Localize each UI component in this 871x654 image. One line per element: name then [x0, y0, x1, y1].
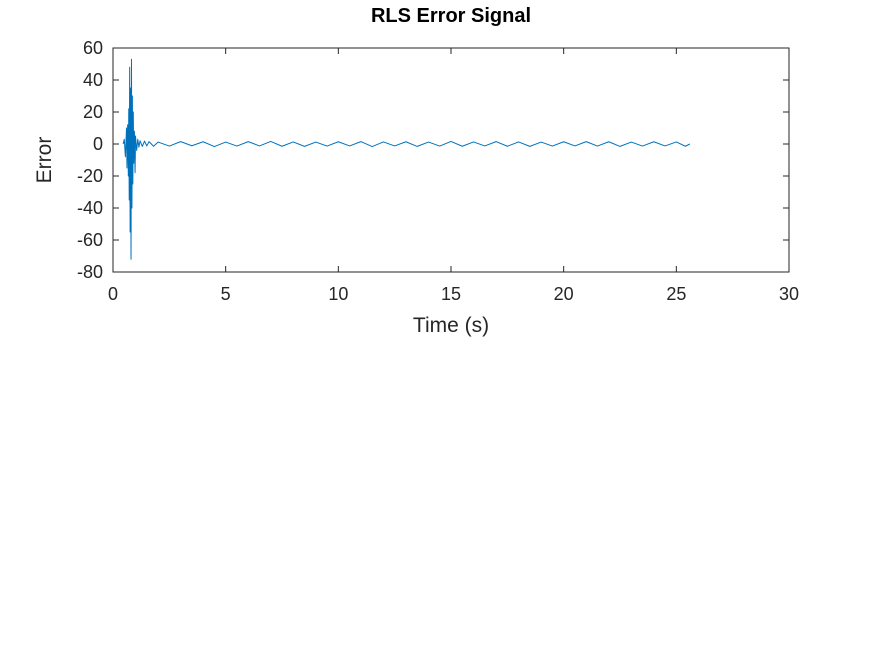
- y-tick-label: -20: [77, 166, 103, 186]
- x-axis-ticks: 0 5 10 15 20 25 30: [108, 48, 799, 304]
- y-tick-label: 60: [83, 38, 103, 58]
- y-tick-label: -60: [77, 230, 103, 250]
- y-tick-label: -80: [77, 262, 103, 282]
- x-tick-label: 15: [441, 284, 461, 304]
- x-tick-label: 30: [779, 284, 799, 304]
- series-line-0: [122, 58, 691, 260]
- y-tick-label: 0: [93, 134, 103, 154]
- chart-title: RLS Error Signal: [371, 5, 531, 27]
- y-tick-label: 40: [83, 70, 103, 90]
- y-axis-ticks: 60 40 20 0 -20 -40 -60 -80: [77, 38, 789, 282]
- x-tick-label: 0: [108, 284, 118, 304]
- x-tick-label: 20: [554, 284, 574, 304]
- y-axis-label: Error: [33, 137, 56, 184]
- x-tick-label: 25: [666, 284, 686, 304]
- y-tick-label: 20: [83, 102, 103, 122]
- x-tick-label: 10: [328, 284, 348, 304]
- x-axis-label: Time (s): [413, 314, 489, 337]
- x-tick-label: 5: [221, 284, 231, 304]
- plot-series: [122, 58, 691, 260]
- y-tick-label: -40: [77, 198, 103, 218]
